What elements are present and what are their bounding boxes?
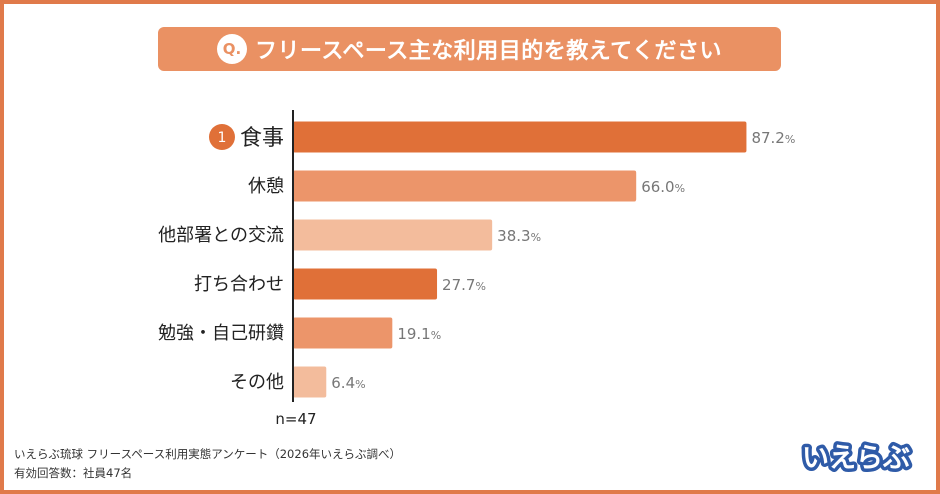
- svg-text:いえらぶ: いえらぶ: [802, 443, 910, 474]
- rank-badge-icon: [208, 124, 235, 150]
- data-label-5: 6.4%: [331, 374, 365, 392]
- category-label-2: 他部署との交流: [158, 225, 284, 246]
- data-label-0: 87.2%: [751, 129, 795, 147]
- ierabu-logo-mark: いえらぶ いえらぶ: [799, 440, 914, 478]
- data-label-2: 38.3%: [497, 227, 541, 245]
- q-badge-icon: Q.: [216, 34, 247, 64]
- data-label-1: 66.0%: [641, 178, 685, 196]
- bar-2: [293, 219, 493, 251]
- rank-badge-number: 1: [218, 130, 227, 146]
- bar-0: [293, 121, 747, 153]
- question-title-banner: Q. フリースペース主な利用目的を教えてください: [158, 27, 781, 71]
- bar-1: [293, 170, 637, 202]
- svg-text:いえらぶ: いえらぶ: [802, 443, 910, 474]
- data-label-3: 27.7%: [442, 276, 486, 294]
- respondents-note: 有効回答数：社員47名: [14, 466, 133, 480]
- sample-size-label: n=47: [275, 410, 316, 428]
- category-label-1: 休憩: [248, 176, 284, 197]
- category-label-0: 食事: [240, 126, 284, 151]
- survey-source-note: いえらぶ琉球 フリースペース利用実態アンケート（2026年いえらぶ調べ）: [14, 447, 402, 461]
- category-label-5: その他: [230, 372, 284, 393]
- question-title: フリースペース主な利用目的を教えてください: [254, 39, 722, 64]
- bar-4: [293, 317, 393, 349]
- data-label-4: 19.1%: [397, 325, 441, 343]
- ierabu-logo: いえらぶ いえらぶ: [790, 436, 922, 478]
- bar-3: [293, 268, 438, 300]
- bar-5: [293, 366, 327, 398]
- category-label-4: 勉強・自己研鑽: [158, 323, 284, 344]
- category-label-3: 打ち合わせ: [194, 274, 284, 295]
